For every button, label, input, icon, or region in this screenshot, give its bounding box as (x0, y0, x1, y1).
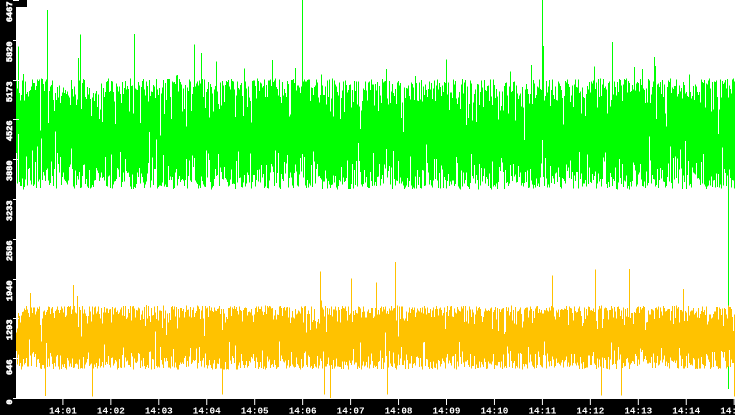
svg-text:14:04: 14:04 (193, 406, 221, 415)
svg-text:14:02: 14:02 (97, 406, 125, 415)
svg-text:4526: 4526 (5, 121, 15, 142)
svg-text:646: 646 (5, 360, 15, 375)
svg-text:5173: 5173 (5, 82, 15, 103)
svg-text:14:13: 14:13 (624, 406, 652, 415)
svg-text:14:09: 14:09 (433, 406, 461, 415)
svg-text:14:10: 14:10 (480, 406, 508, 415)
svg-text:14:03: 14:03 (145, 406, 173, 415)
svg-text:14:12: 14:12 (576, 406, 604, 415)
svg-text:14:14: 14:14 (672, 406, 700, 415)
svg-text:14:11: 14:11 (528, 406, 556, 415)
svg-text:14:01: 14:01 (49, 406, 77, 415)
svg-text:2586: 2586 (5, 241, 15, 262)
svg-text:14:08: 14:08 (385, 406, 413, 415)
svg-text:0: 0 (5, 400, 15, 405)
svg-text:14:06: 14:06 (289, 406, 317, 415)
svg-text:14:15: 14:15 (720, 406, 735, 415)
svg-text:1293: 1293 (5, 320, 15, 341)
svg-text:1940: 1940 (5, 281, 15, 302)
svg-text:6467: 6467 (5, 2, 15, 23)
svg-text:5820: 5820 (5, 42, 15, 63)
svg-text:14:05: 14:05 (241, 406, 269, 415)
svg-text:3233: 3233 (5, 201, 15, 222)
svg-text:14:07: 14:07 (337, 406, 365, 415)
svg-text:3880: 3880 (5, 161, 15, 182)
